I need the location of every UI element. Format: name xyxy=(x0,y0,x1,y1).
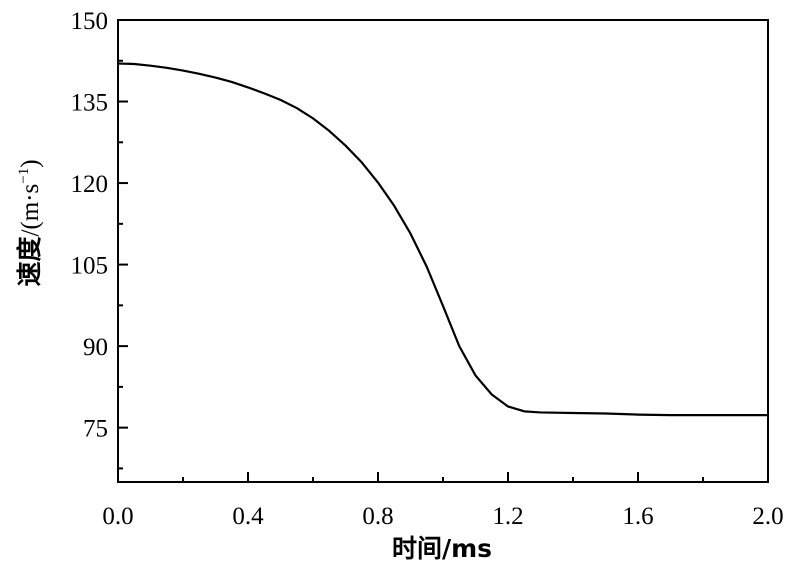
x-tick-label: 1.6 xyxy=(622,503,653,530)
x-tick-label: 0.4 xyxy=(232,503,264,530)
y-tick-label: 135 xyxy=(71,90,109,117)
y-tick-label: 150 xyxy=(71,8,109,35)
x-tick-label: 1.2 xyxy=(492,503,523,530)
tick-labels: 0.0 0.4 0.8 1.2 1.6 2.0 75 90 105 120 135 150 xyxy=(71,8,784,530)
y-tick-label: 120 xyxy=(71,171,109,198)
y-tick-label: 75 xyxy=(83,416,108,443)
x-tick-label: 0.8 xyxy=(362,503,393,530)
x-tick-label: 0.0 xyxy=(102,503,133,530)
x-tick-label: 2.0 xyxy=(752,503,783,530)
y-axis-title: 速度/(m·s−1) xyxy=(15,159,44,286)
y-tick-label: 90 xyxy=(83,334,108,361)
series-line xyxy=(117,62,768,417)
axis-ticks xyxy=(117,19,769,482)
y-tick-label: 105 xyxy=(71,253,109,280)
x-axis-title: 时间/ms xyxy=(392,534,492,563)
plot-frame xyxy=(117,19,769,483)
